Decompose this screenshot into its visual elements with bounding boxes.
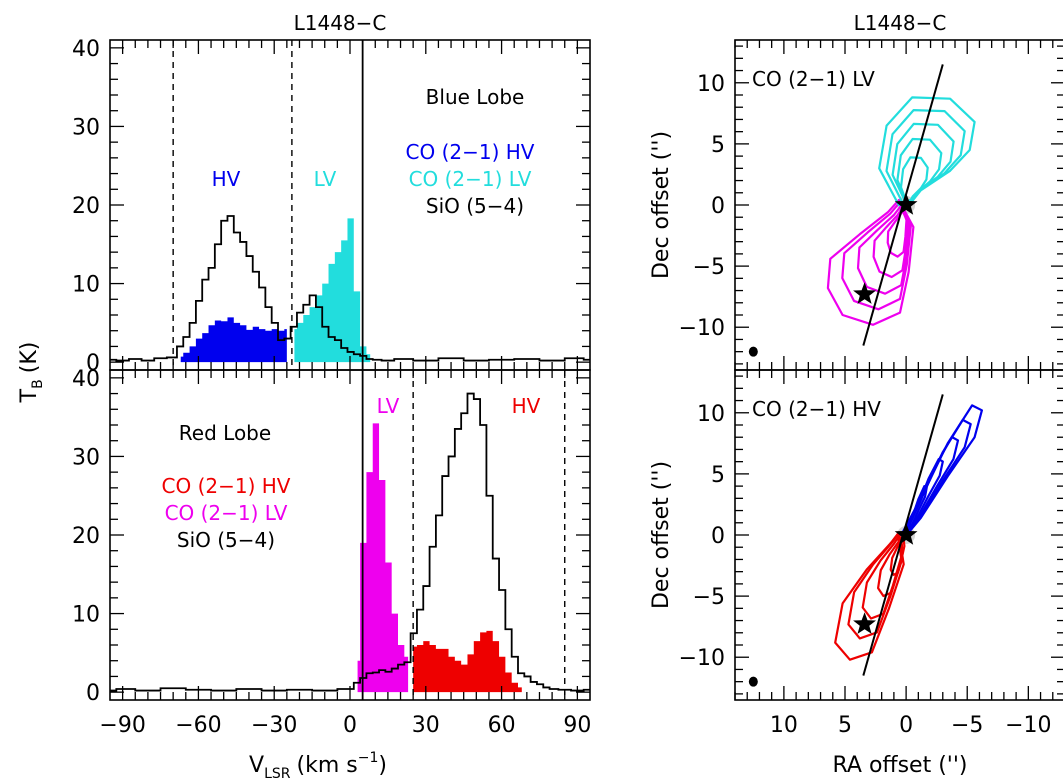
- lv-map-protostar-marker-0: [894, 193, 918, 215]
- hv-map-hv-blueshifted-contour-2: [906, 435, 960, 529]
- dec-tick-label: 5: [711, 133, 725, 158]
- hv-map-contours: [748, 394, 983, 687]
- lv-map-lv-redshifted-contour-2: [856, 205, 911, 295]
- x-tick-label: 30: [412, 713, 440, 738]
- y-tick-label: 20: [72, 524, 100, 549]
- red-hv-region-label: HV: [512, 394, 541, 418]
- hv-map-hv-blueshifted-contour-4: [906, 485, 928, 532]
- red-legend-lv: CO (2−1) LV: [165, 501, 288, 525]
- blue-plot-area: [110, 40, 590, 370]
- blue-spectrum-panel: 0 10 20 30 40 Blue Lobe HV LV CO (2−1) HV CO…: [72, 37, 591, 376]
- dec-tick-label: 0: [711, 194, 725, 219]
- x-tick-label: 0: [343, 713, 357, 738]
- red-ticks: −90 −60 −30 0 30 60 90 0 10 20 30 40: [72, 367, 591, 738]
- blue-ticks: 0 10 20 30 40: [72, 37, 590, 376]
- lv-map-ticks: −10 −5 0 5 10: [679, 40, 1063, 370]
- hv-map-label: CO (2−1) HV: [752, 397, 881, 421]
- blue-series-2-fill: [294, 218, 371, 363]
- dec-tick-label: 10: [697, 72, 725, 97]
- blue-lv-region-label: LV: [314, 167, 337, 191]
- hv-map-protostar-marker-0: [894, 523, 918, 545]
- hv-map-panel: 10 5 0 −5 −10 −10 −5 0 5 10 CO (2−1) HV: [679, 369, 1063, 738]
- red-plot-area: [110, 370, 590, 700]
- red-series-1-fill: [357, 423, 409, 693]
- lv-map-lv-redshifted-contour-0: [826, 199, 915, 326]
- blue-legend-sio: SiO (5−4): [426, 194, 524, 218]
- lv-map-lv-redshifted-contour-1: [841, 202, 912, 311]
- hv-map-ticks: 10 5 0 −5 −10 −10 −5 0 5 10: [679, 370, 1063, 738]
- ra-axis-label: RA offset (''): [833, 753, 968, 778]
- dec-tick-label: −5: [693, 255, 725, 280]
- lv-map-beam-marker: [748, 346, 758, 357]
- lv-map-lv-redshifted-contour-4: [886, 208, 908, 258]
- blue-legend-hv: CO (2−1) HV: [406, 140, 535, 164]
- ra-tick-label: −10: [1005, 713, 1051, 738]
- hv-map-frame: [734, 369, 1063, 701]
- lv-map-label: CO (2−1) LV: [752, 67, 875, 91]
- red-frame: [109, 369, 591, 701]
- x-tick-label: −30: [251, 713, 297, 738]
- y-tick-label: 10: [72, 603, 100, 628]
- dec-axis-label-bottom: Dec offset (''): [649, 461, 674, 609]
- red-lv-region-label: LV: [377, 394, 400, 418]
- ra-tick-label: 0: [899, 713, 913, 738]
- hv-map-beam-marker: [748, 676, 758, 687]
- left-title: L1448−C: [294, 11, 387, 35]
- y-tick-label: 40: [72, 37, 100, 62]
- red-spectrum-panel: −90 −60 −30 0 30 60 90 0 10 20 30 40 Red Lobe LV HV…: [72, 367, 591, 738]
- dec-tick-label: −10: [679, 316, 725, 341]
- blue-series-0-line: [110, 215, 590, 362]
- blue-series-1-fill: [180, 317, 287, 363]
- dec-tick-label: −5: [693, 585, 725, 610]
- red-series-2-fill: [413, 630, 522, 693]
- ra-tick-label: 5: [838, 713, 852, 738]
- dec-tick-label: 10: [697, 402, 725, 427]
- y-tick-label: 30: [72, 445, 100, 470]
- dec-axis-label-top: Dec offset (''): [649, 131, 674, 279]
- red-lobe-label: Red Lobe: [179, 421, 271, 445]
- x-tick-label: −90: [99, 713, 145, 738]
- blue-hv-region-label: HV: [212, 167, 241, 191]
- right-title: L1448−C: [854, 11, 947, 35]
- dec-tick-label: −10: [679, 646, 725, 671]
- x-tick-label: −60: [175, 713, 221, 738]
- y-tick-label: 20: [72, 194, 100, 219]
- x-tick-label: 60: [488, 713, 516, 738]
- x-tick-label: 90: [563, 713, 591, 738]
- blue-legend-lv: CO (2−1) LV: [409, 167, 532, 191]
- hv-map-protostar-marker-1: [853, 612, 876, 634]
- red-series-0-line: [110, 392, 590, 692]
- blue-lobe-label: Blue Lobe: [426, 85, 525, 109]
- hv-map-hv-redshifted-contour-0: [834, 531, 905, 661]
- y-tick-label: 40: [72, 367, 100, 392]
- x-axis-label: VLSR (km s−1): [249, 750, 387, 782]
- y-axis-label: TB(K): [17, 342, 46, 404]
- y-tick-label: 0: [86, 681, 100, 706]
- ra-tick-label: −5: [951, 713, 983, 738]
- lv-map-lv-blueshifted-contour-4: [899, 156, 929, 204]
- y-tick-label: 30: [72, 115, 100, 140]
- y-tick-label: 10: [72, 273, 100, 298]
- lv-map-contours: [748, 64, 976, 357]
- red-legend-hv: CO (2−1) HV: [162, 474, 291, 498]
- lv-map-lv-redshifted-contour-3: [872, 207, 909, 279]
- dec-tick-label: 5: [711, 463, 725, 488]
- lv-map-panel: −10 −5 0 5 10 CO (2−1) LV: [679, 39, 1063, 371]
- red-legend-sio: SiO (5−4): [177, 528, 275, 552]
- ra-tick-label: 10: [770, 713, 798, 738]
- y-tick-label: 0: [86, 351, 100, 376]
- lv-map-protostar-marker-1: [853, 282, 876, 304]
- dec-tick-label: 0: [711, 524, 725, 549]
